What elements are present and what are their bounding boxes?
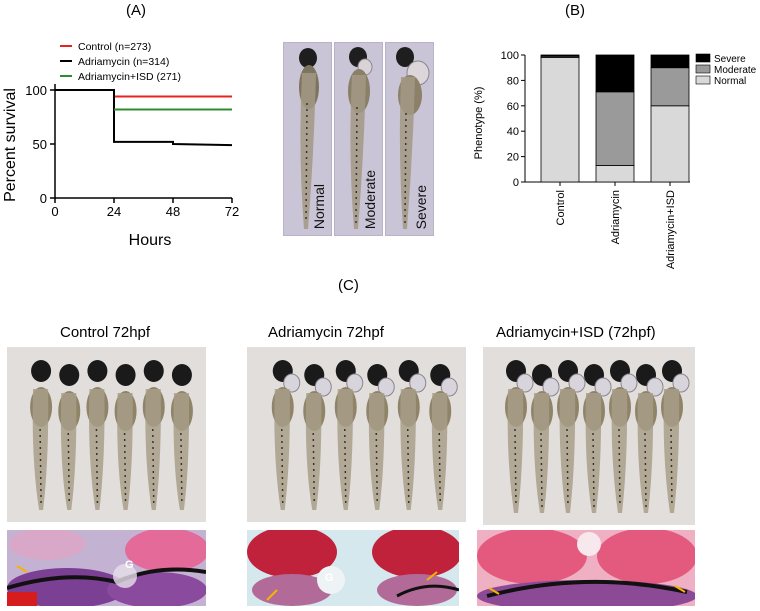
larva-severe-image [396,47,430,229]
phenotype-bar-segment [595,165,635,183]
phenotype-y-tick-label: 0 [513,177,519,189]
larva-figure [86,360,109,510]
phenotype-ylabel: Phenotype (%) [473,87,485,160]
larva-figure [142,360,165,510]
panel-label-c: (C) [338,277,359,294]
phenotype-legend-swatch [695,75,711,85]
survival-y-tick-label: 50 [33,137,47,152]
larva-figure [170,364,193,510]
phenotype-y-tick-label: 20 [507,152,519,164]
survival-legend-label: Adriamycin+ISD (271) [78,71,181,83]
larva-figure [58,364,81,510]
phenotype-bar-segment [595,54,635,93]
larva-figure [397,360,427,510]
larva-label-normal: Normal [311,183,327,229]
larva-normal-image [299,48,319,229]
phenotype-x-tick-label: Control [555,190,567,225]
survival-y-tick-label: 0 [40,191,47,206]
larva-label-moderate: Moderate [362,169,378,229]
larva-figure [609,360,638,513]
larva-figure [114,364,137,510]
larva-figure [557,360,586,513]
larva-figure [429,364,458,510]
histo-marker-adriamycin: G [325,572,334,584]
phenotype-bar-segment [540,57,580,183]
phenotype-chart: 0 20 40 60 80 100 Control Adriamycin Adriamycin+… [473,50,757,269]
phenotype-bar-segment [650,105,690,183]
survival-xlabel: Hours [129,232,172,249]
larva-figure [303,364,332,510]
phenotype-legend-label: Normal [714,76,746,87]
phenotype-bar-segment [540,54,580,57]
survival-legend-label: Control (n=273) [78,41,151,53]
larva-figure [531,364,560,513]
larva-severe-photo: Severe [385,42,434,236]
control-larvae-image [30,360,193,510]
larva-figure [583,364,612,513]
phenotype-y-tick-label: 40 [507,126,519,138]
survival-ylabel: Percent survival [2,88,19,202]
adriamycin-histology-image [247,530,459,606]
survival-x-tick-label: 48 [166,204,180,219]
larva-normal-photo: Normal [283,42,332,236]
survival-x-tick-label: 0 [51,204,58,219]
phenotype-larvae-panel: Normal Moderate Severe [283,42,434,236]
phenotype-y-tick-label: 60 [507,101,519,113]
larva-label-severe: Severe [413,184,429,229]
isd-larvae-photo [483,347,695,525]
survival-y-tick-label: 100 [25,83,47,98]
photo-title-isd: Adriamycin+ISD (72hpf) [496,324,656,341]
larva-figure [635,364,664,513]
phenotype-legend-swatch [695,64,711,74]
survival-series-line [55,89,233,147]
larva-figure [661,360,690,513]
larva-figure [334,360,364,510]
panel-label-a: (A) [126,2,146,19]
phenotype-bar-segment [650,67,690,107]
larva-figure [271,360,301,510]
panel-label-b: (B) [565,2,585,19]
survival-chart: 0 24 48 72 0 50 100 Control (n=273) Adriamycin … [2,41,239,249]
isd-histology-photo [477,530,695,606]
survival-legend-label: Adriamycin (n=314) [78,56,169,68]
adriamycin-larvae-image [271,360,458,510]
larva-moderate-image [348,47,373,229]
phenotype-x-tick-label: Adriamycin [610,190,622,244]
control-histology-image [7,530,206,606]
histo-marker-control: G [125,559,134,571]
isd-larvae-image [505,360,690,513]
phenotype-y-tick-label: 80 [507,75,519,87]
larva-figure [505,360,534,513]
phenotype-bar-segment [595,91,635,166]
control-histology-photo: G [7,530,206,606]
phenotype-x-tick-label: Adriamycin+ISD [665,190,677,269]
larva-figure [366,364,395,510]
isd-histology-image [477,530,695,606]
phenotype-legend-swatch [695,53,711,63]
adriamycin-histology-photo: G [247,530,459,606]
photo-title-adriamycin: Adriamycin 72hpf [268,324,384,341]
control-larvae-photo [7,347,206,522]
survival-x-tick-label: 72 [225,204,239,219]
photo-title-control: Control 72hpf [60,324,151,341]
adriamycin-larvae-photo [247,347,466,522]
survival-x-tick-label: 24 [107,204,121,219]
phenotype-y-tick-label: 100 [501,50,519,62]
phenotype-legend-label: Severe [714,54,746,65]
larva-moderate-photo: Moderate [334,42,383,236]
phenotype-bar-segment [650,54,690,69]
phenotype-legend-label: Moderate [714,65,757,76]
larva-figure [30,360,53,510]
